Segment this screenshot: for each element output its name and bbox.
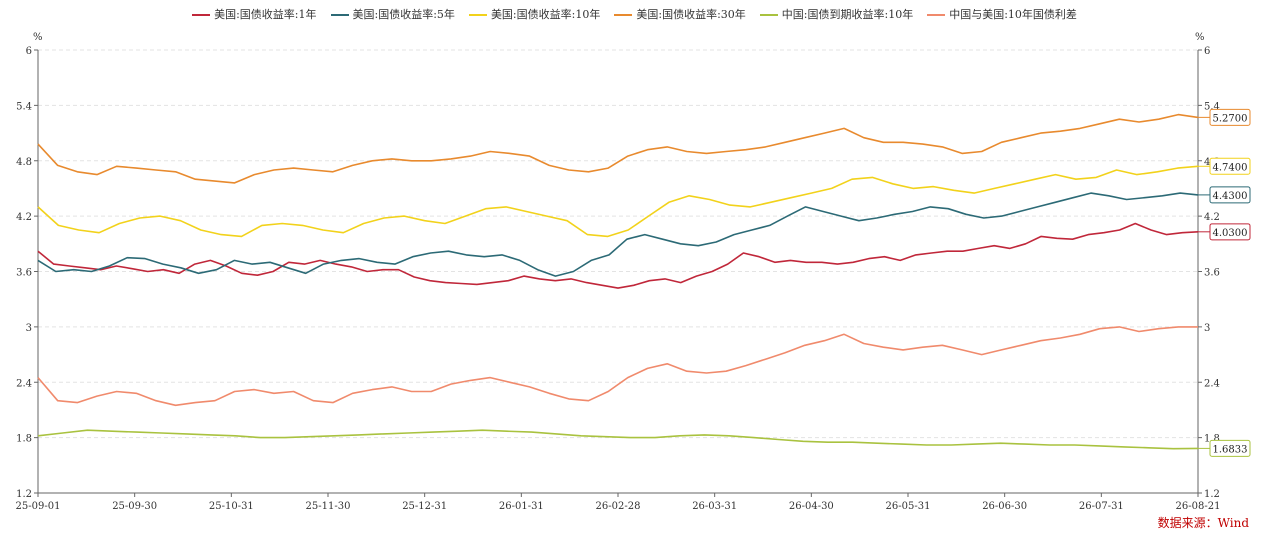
legend-item: 中国与美国:10年国债利差: [927, 6, 1077, 22]
x-tick-label: 26-05-31: [886, 501, 931, 512]
series-line: [37, 326, 1198, 407]
end-label-box: [1209, 186, 1251, 204]
right-tick-label: 4.2: [1204, 212, 1220, 223]
series-line: [37, 165, 1199, 238]
legend-swatch: [614, 14, 633, 16]
end-label-box: [1209, 157, 1251, 175]
left-tick-label: 1.8: [16, 434, 32, 445]
right-tick-label: 1.2: [1204, 489, 1220, 500]
x-tick-label: 26-08-21: [1176, 501, 1221, 512]
legend-item: 中国:国债到期收益率:10年: [759, 6, 914, 22]
left-tick-label: 3.6: [16, 268, 32, 279]
x-tick-label: 26-03-31: [692, 501, 737, 512]
x-tick-label: 26-06-30: [982, 501, 1027, 512]
legend-label: 美国:国债收益率:30年: [636, 8, 746, 21]
left-tick-label: 4.2: [16, 212, 32, 223]
series-line: [37, 192, 1199, 277]
end-label-value: 5.2700: [1213, 113, 1248, 124]
legend-swatch: [759, 14, 778, 16]
legend-swatch: [330, 14, 349, 16]
legend-label: 中国与美国:10年国债利差: [949, 8, 1077, 21]
legend: 美国:国债收益率:1年 美国:国债收益率:5年 美国:国债收益率:10年 美国:国债收…: [0, 6, 1269, 22]
legend-swatch: [192, 14, 211, 16]
legend-label: 美国:国债收益率:10年: [490, 8, 601, 21]
right-tick-label: 2.4: [1204, 378, 1220, 389]
legend-item: 美国:国债收益率:10年: [468, 6, 601, 22]
x-tick-label: 25-12-31: [402, 501, 447, 512]
series-line: [37, 222, 1199, 289]
x-tick-label: 25-09-01: [16, 501, 61, 512]
legend-item: 美国:国债收益率:1年: [192, 6, 317, 22]
series-line: [37, 113, 1199, 184]
x-tick-label: 25-09-30: [112, 501, 157, 512]
x-tick-label: 25-11-30: [306, 501, 351, 512]
right-tick-label: 3.6: [1204, 268, 1220, 279]
data-source-label: 数据来源：Wind: [1157, 516, 1249, 530]
left-tick-label: 1.2: [16, 489, 32, 500]
end-label-box: [1209, 439, 1251, 457]
right-tick-label: 6: [1204, 46, 1210, 57]
x-tick-label: 25-10-31: [209, 501, 254, 512]
end-label-box: [1209, 223, 1251, 241]
left-tick-label: 5.4: [16, 101, 32, 112]
x-tick-label: 26-02-28: [596, 501, 641, 512]
x-tick-label: 26-01-31: [499, 501, 544, 512]
right-tick-label: 3: [1204, 323, 1210, 334]
legend-label: 美国:国债收益率:5年: [352, 8, 455, 21]
legend-label: 中国:国债到期收益率:10年: [781, 8, 914, 21]
end-label-value: 4.7400: [1213, 162, 1248, 173]
legend-item: 美国:国债收益率:30年: [614, 6, 746, 22]
legend-swatch: [468, 14, 487, 16]
legend-swatch: [927, 14, 946, 16]
right-tick-label: 5.4: [1204, 101, 1220, 112]
legend-item: 美国:国债收益率:5年: [330, 6, 455, 22]
end-label-value: 4.4300: [1213, 191, 1248, 202]
series-line: [37, 429, 1199, 450]
left-tick-label: 4.8: [16, 157, 32, 168]
x-tick-label: 26-07-31: [1079, 501, 1124, 512]
end-label-value: 4.0300: [1213, 228, 1248, 239]
end-label-box: [1209, 108, 1251, 126]
right-tick-label: 1.8: [1204, 434, 1220, 445]
right-unit-label: %: [1195, 32, 1205, 43]
left-unit-label: %: [33, 32, 43, 43]
legend-label: 美国:国债收益率:1年: [214, 8, 317, 21]
left-tick-label: 3: [26, 323, 32, 334]
left-tick-label: 6: [26, 46, 32, 57]
x-tick-label: 26-04-30: [789, 501, 834, 512]
left-tick-label: 2.4: [16, 378, 32, 389]
end-label-value: 1.6833: [1213, 444, 1248, 455]
